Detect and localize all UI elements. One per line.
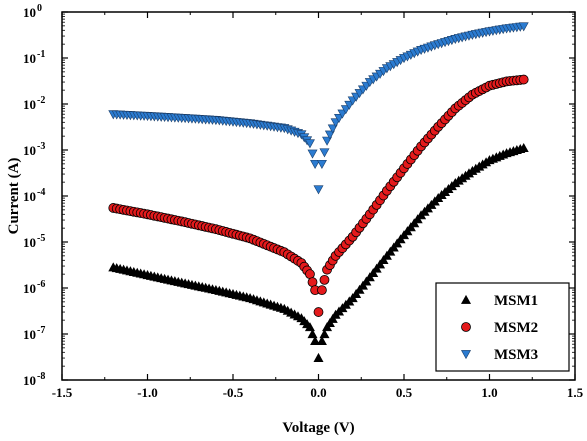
y-tick-label: 10 <box>23 51 36 66</box>
data-point <box>518 22 529 32</box>
data-point <box>304 322 315 332</box>
y-tick-label: 10 <box>23 97 36 112</box>
data-point <box>319 274 330 285</box>
y-tick-exponent: 0 <box>37 3 42 14</box>
y-tick-label: 10 <box>23 5 36 20</box>
data-point <box>316 159 327 169</box>
data-point <box>518 74 529 85</box>
legend-box <box>435 282 570 372</box>
legend-label: MSM1 <box>494 293 538 309</box>
y-axis-label: Current (A) <box>6 158 22 235</box>
data-point <box>322 136 333 146</box>
y-tick-exponent: -8 <box>37 371 45 382</box>
series-msm2 <box>108 74 529 317</box>
y-tick-label: 10 <box>23 281 36 296</box>
series-msm3 <box>108 22 529 195</box>
x-tick-label: 1.5 <box>567 385 584 400</box>
legend: MSM1 MSM2 MSM3 <box>435 282 570 372</box>
data-point <box>313 307 324 317</box>
data-point <box>327 124 338 134</box>
series-msm1 <box>108 142 529 362</box>
y-tick-label: 10 <box>23 143 36 158</box>
data-point <box>319 329 330 339</box>
data-point <box>310 159 321 169</box>
legend-label: MSM3 <box>494 347 538 363</box>
x-tick-label: -1.0 <box>137 385 158 400</box>
legend-marker <box>460 350 472 360</box>
y-tick-exponent: -5 <box>37 233 45 244</box>
y-tick-label: 10 <box>23 327 36 342</box>
legend-marker <box>461 322 471 332</box>
y-tick-exponent: -4 <box>37 187 45 198</box>
legend-label: MSM2 <box>494 320 538 336</box>
data-point <box>324 130 335 140</box>
x-axis-label: Voltage (V) <box>282 420 354 436</box>
x-axis-ticks: -1.5 -1.0 -0.5 0.0 0.5 1.0 1.5 <box>52 12 584 400</box>
x-tick-label: 1.0 <box>481 385 497 400</box>
data-point <box>319 148 330 158</box>
data-point <box>518 142 529 152</box>
data-marks <box>108 22 529 362</box>
y-tick-label: 10 <box>23 373 36 388</box>
x-tick-label: 0.5 <box>396 385 413 400</box>
data-point <box>307 329 318 339</box>
y-tick-label: 10 <box>23 189 36 204</box>
data-point <box>313 185 324 195</box>
y-tick-label: 10 <box>23 235 36 250</box>
x-tick-label: 0.0 <box>310 385 326 400</box>
y-tick-exponent: -3 <box>37 141 45 152</box>
data-point <box>310 336 321 346</box>
y-tick-exponent: -6 <box>37 279 45 290</box>
y-tick-exponent: -7 <box>37 325 45 336</box>
data-point <box>316 336 327 346</box>
y-tick-exponent: -1 <box>37 49 45 60</box>
legend-marker <box>460 294 472 304</box>
data-point <box>304 139 315 149</box>
data-point <box>317 285 327 296</box>
x-tick-label: -1.5 <box>52 385 73 400</box>
y-tick-exponent: -2 <box>37 95 45 106</box>
data-point <box>313 352 324 362</box>
data-point <box>307 149 318 159</box>
x-tick-label: -0.5 <box>223 385 244 400</box>
